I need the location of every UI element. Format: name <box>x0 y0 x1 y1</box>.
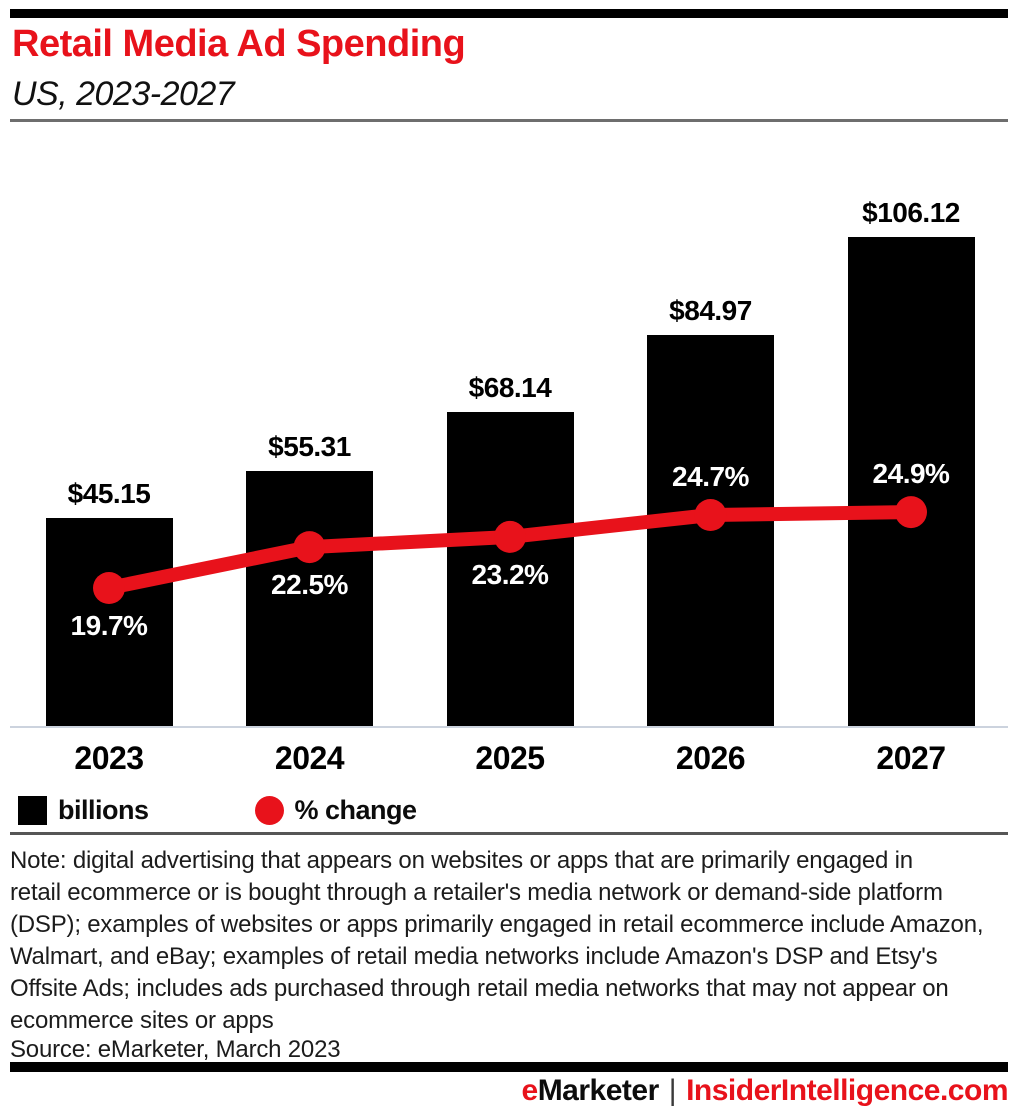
x-axis-label-2025: 2025 <box>475 740 545 776</box>
legend-billions-label: billions <box>58 794 149 825</box>
note-line: Note: digital advertising that appears o… <box>10 847 913 874</box>
bar-value-label-2026: $84.97 <box>669 294 752 326</box>
legend-pct-change-label: % change <box>294 794 418 825</box>
legend-billions-swatch-icon <box>18 795 47 825</box>
legend: billions % change <box>18 793 417 827</box>
note-line: Offsite Ads; includes ads purchased thro… <box>10 975 949 1002</box>
emarketer-logo-rest: Marketer <box>537 1074 660 1107</box>
chart-title: Retail Media Ad Spending <box>12 23 466 65</box>
x-axis-label-2026: 2026 <box>675 740 746 776</box>
bar-value-label-2027: $106.12 <box>862 197 960 228</box>
header-divider <box>10 119 1008 122</box>
note-line: (DSP); examples of websites or apps prim… <box>10 911 984 938</box>
pct-change-label-2023: 19.7% <box>70 610 148 641</box>
note-line: Walmart, and eBay; examples of retail me… <box>10 943 938 970</box>
insider-intelligence-url: InsiderIntelligence.com <box>686 1074 1008 1107</box>
bar-2026 <box>647 334 774 726</box>
top-accent-bar <box>10 9 1008 18</box>
emarketer-logo-e: e <box>521 1074 539 1107</box>
pct-change-label-2027: 24.9% <box>872 458 950 490</box>
x-axis-line <box>10 726 1008 728</box>
pct-change-label-2025: 23.2% <box>471 558 549 590</box>
x-axis-label-2024: 2024 <box>274 740 345 776</box>
legend-pct-change-swatch-icon <box>254 795 284 825</box>
x-axis-label-2023: 2023 <box>74 740 144 776</box>
bar-value-label-2024: $55.31 <box>268 431 351 463</box>
legend-divider <box>10 832 1008 835</box>
x-axis-label-2027: 2027 <box>876 740 946 776</box>
note-line: retail ecommerce or is bought through a … <box>10 879 943 906</box>
note-line: ecommerce sites or apps <box>10 1007 274 1034</box>
pct-change-label-2024: 22.5% <box>271 569 348 601</box>
chart-subtitle: US, 2023-2027 <box>12 75 235 113</box>
footer-separator: | <box>668 1074 677 1107</box>
emarketer-logo: eMarketer <box>521 1074 660 1108</box>
footer-branding: eMarketer | InsiderIntelligence.com <box>522 1074 1009 1108</box>
bar-value-label-2025: $68.14 <box>468 372 552 403</box>
note-text: Note: digital advertising that appears o… <box>10 845 1010 1037</box>
pct-change-label-2026: 24.7% <box>672 461 749 492</box>
source-text: Source: eMarketer, March 2023 <box>10 1036 341 1063</box>
bar-2027 <box>847 237 975 726</box>
footer-accent-bar <box>10 1062 1008 1072</box>
bar-value-label-2023: $45.15 <box>67 477 151 509</box>
